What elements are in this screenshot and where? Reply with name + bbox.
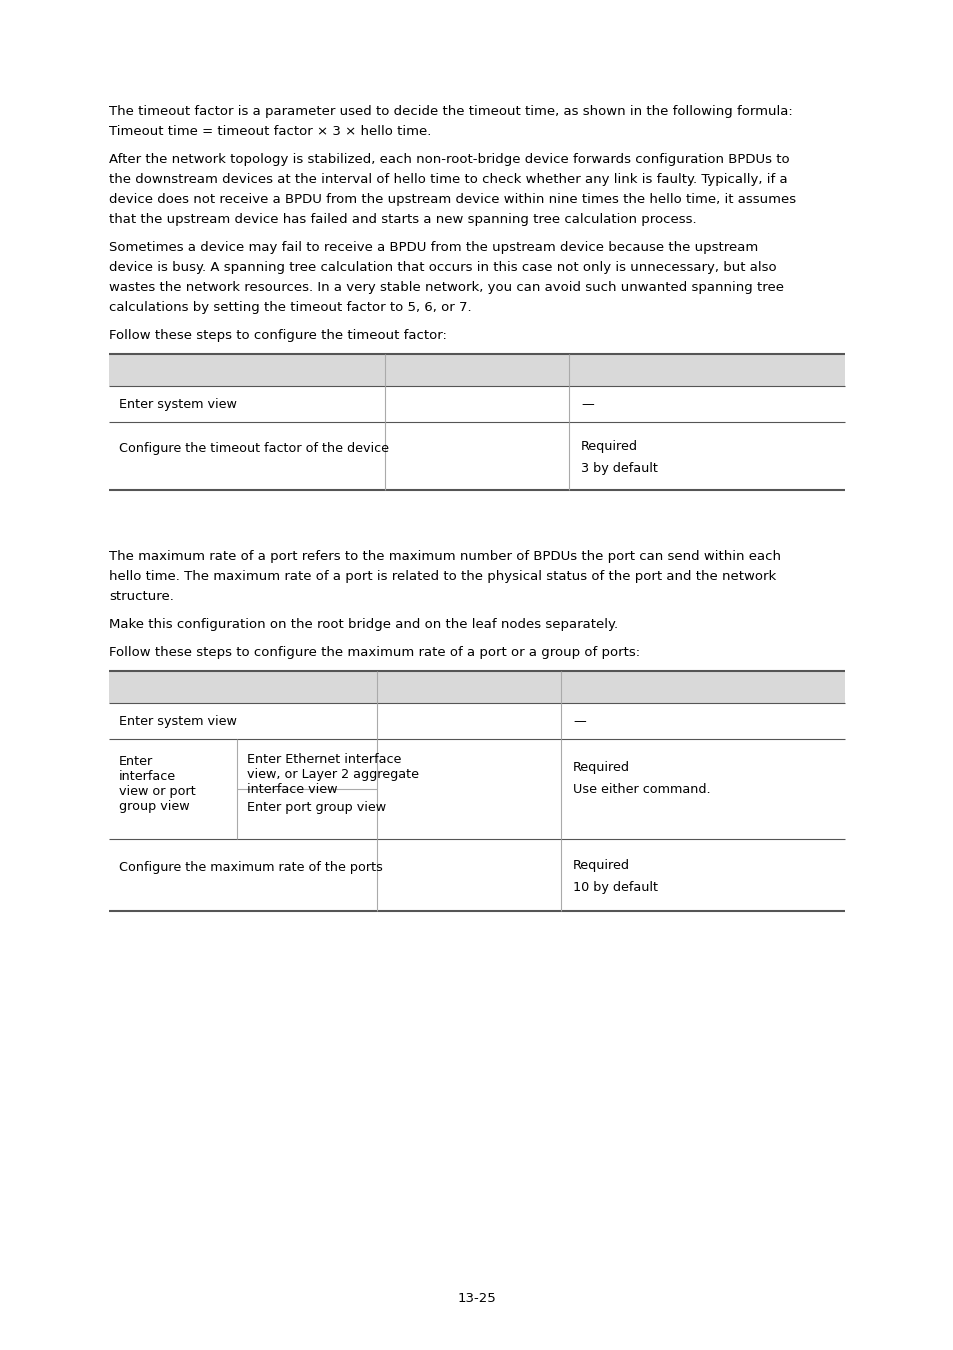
Text: Enter port group view: Enter port group view — [247, 801, 386, 814]
Text: —: — — [573, 716, 585, 728]
Text: wastes the network resources. In a very stable network, you can avoid such unwan: wastes the network resources. In a very … — [109, 281, 783, 294]
Text: The timeout factor is a parameter used to decide the timeout time, as shown in t: The timeout factor is a parameter used t… — [109, 105, 792, 117]
Text: Enter system view: Enter system view — [119, 716, 236, 728]
Text: device does not receive a BPDU from the upstream device within nine times the he: device does not receive a BPDU from the … — [109, 193, 796, 207]
Text: Follow these steps to configure the timeout factor:: Follow these steps to configure the time… — [109, 329, 446, 342]
Text: —: — — [580, 398, 593, 410]
Text: that the upstream device has failed and starts a new spanning tree calculation p: that the upstream device has failed and … — [109, 213, 696, 225]
Text: device is busy. A spanning tree calculation that occurs in this case not only is: device is busy. A spanning tree calculat… — [109, 261, 776, 274]
Text: After the network topology is stabilized, each non-root-bridge device forwards c: After the network topology is stabilized… — [109, 153, 789, 166]
Text: Required: Required — [573, 761, 629, 774]
Bar — [109, 354, 844, 386]
Text: Required: Required — [580, 440, 638, 454]
Text: Enter Ethernet interface
view, or Layer 2 aggregate
interface view: Enter Ethernet interface view, or Layer … — [247, 753, 418, 796]
Text: 13-25: 13-25 — [457, 1292, 496, 1305]
Text: Follow these steps to configure the maximum rate of a port or a group of ports:: Follow these steps to configure the maxi… — [109, 647, 639, 659]
Bar — [109, 671, 844, 703]
Text: Use either command.: Use either command. — [573, 783, 710, 796]
Text: Sometimes a device may fail to receive a BPDU from the upstream device because t: Sometimes a device may fail to receive a… — [109, 242, 758, 254]
Text: Enter system view: Enter system view — [119, 398, 236, 410]
Text: Required: Required — [573, 859, 629, 872]
Text: Make this configuration on the root bridge and on the leaf nodes separately.: Make this configuration on the root brid… — [109, 618, 618, 630]
Text: 3 by default: 3 by default — [580, 462, 658, 475]
Text: Enter
interface
view or port
group view: Enter interface view or port group view — [119, 755, 195, 813]
Text: calculations by setting the timeout factor to 5, 6, or 7.: calculations by setting the timeout fact… — [109, 301, 471, 315]
Text: The maximum rate of a port refers to the maximum number of BPDUs the port can se: The maximum rate of a port refers to the… — [109, 549, 781, 563]
Text: the downstream devices at the interval of hello time to check whether any link i: the downstream devices at the interval o… — [109, 173, 787, 186]
Text: Configure the maximum rate of the ports: Configure the maximum rate of the ports — [119, 861, 382, 873]
Text: 10 by default: 10 by default — [573, 882, 658, 894]
Text: hello time. The maximum rate of a port is related to the physical status of the : hello time. The maximum rate of a port i… — [109, 570, 776, 583]
Text: Timeout time = timeout factor × 3 × hello time.: Timeout time = timeout factor × 3 × hell… — [109, 126, 431, 138]
Text: structure.: structure. — [109, 590, 173, 603]
Text: Configure the timeout factor of the device: Configure the timeout factor of the devi… — [119, 441, 389, 455]
